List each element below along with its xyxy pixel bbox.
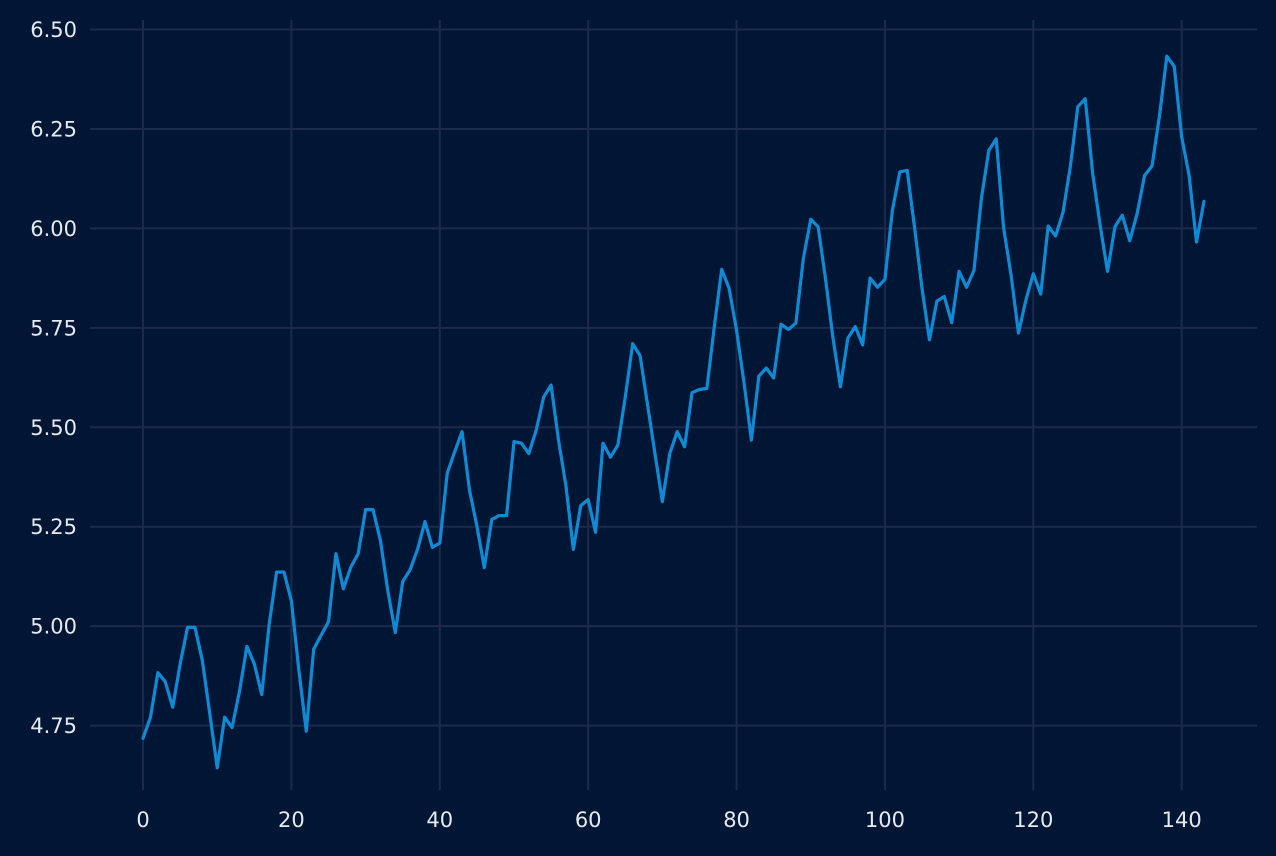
- series-line: [141, 54, 1206, 770]
- x-tick-label: 80: [723, 808, 750, 832]
- x-tick-label: 100: [865, 808, 905, 832]
- y-tick-label: 6.50: [30, 18, 77, 42]
- x-tick-label: 40: [426, 808, 453, 832]
- y-tick-label: 5.50: [30, 416, 77, 440]
- x-axis-ticks: 0 20 40 60 80 100 120 140: [136, 808, 1201, 832]
- y-tick-label: 6.25: [30, 117, 77, 141]
- y-tick-label: 5.75: [30, 316, 77, 340]
- y-axis-ticks: 4.75 5.00 5.25 5.50 5.75 6.00 6.25 6.50: [30, 18, 77, 738]
- x-tick-label: 20: [278, 808, 305, 832]
- series-layer: [141, 54, 1206, 770]
- y-tick-label: 6.00: [30, 217, 77, 241]
- x-tick-label: 120: [1013, 808, 1053, 832]
- x-tick-label: 60: [575, 808, 602, 832]
- y-tick-label: 4.75: [30, 714, 77, 738]
- x-tick-label: 0: [136, 808, 149, 832]
- y-tick-label: 5.25: [30, 515, 77, 539]
- y-tick-label: 5.00: [30, 615, 77, 639]
- x-tick-label: 140: [1162, 808, 1202, 832]
- grid: [90, 20, 1257, 790]
